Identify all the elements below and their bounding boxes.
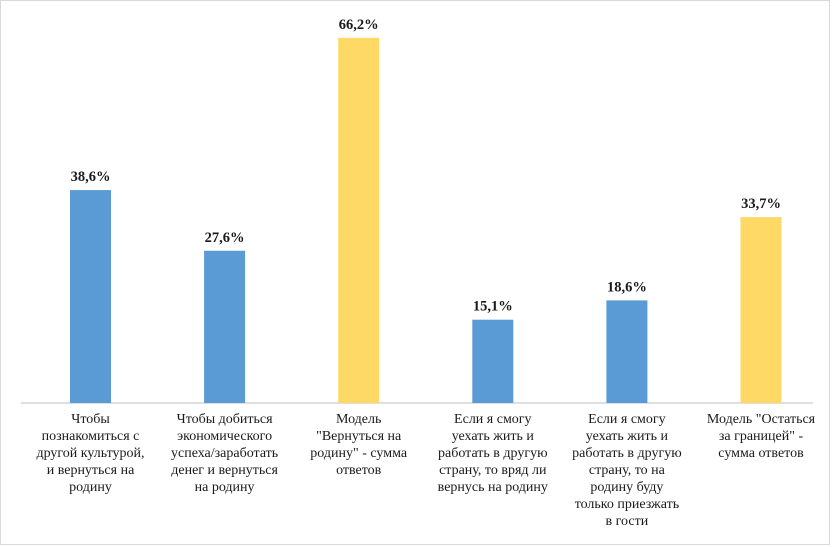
- data-label-4: 15,1%: [473, 299, 513, 315]
- bar-1: [70, 190, 111, 403]
- data-label-1: 38,6%: [71, 169, 111, 185]
- bar-5: [606, 300, 648, 403]
- category-label-5: Если я смогу уехать жить и работать в др…: [572, 412, 682, 529]
- category-label-1: Чтобы познакомиться с другой культурой, …: [36, 412, 145, 495]
- data-label-6: 33,7%: [741, 196, 781, 212]
- data-label-2: 27,6%: [205, 230, 245, 246]
- bar-2: [204, 250, 246, 403]
- category-label-6: Модель "Остаться за границей" - сумма от…: [706, 412, 816, 461]
- bar-3: [338, 37, 380, 404]
- category-label-3: Модель "Вернуться на родину" - сумма отв…: [310, 412, 408, 478]
- bar-6: [740, 217, 782, 403]
- data-label-5: 18,6%: [607, 279, 647, 295]
- bar-4: [472, 319, 514, 403]
- category-label-4: Если я смогу уехать жить и работать в др…: [437, 412, 548, 495]
- data-label-3: 66,2%: [339, 17, 379, 33]
- category-label-2: Чтобы добиться экономического успеха/зар…: [170, 412, 279, 495]
